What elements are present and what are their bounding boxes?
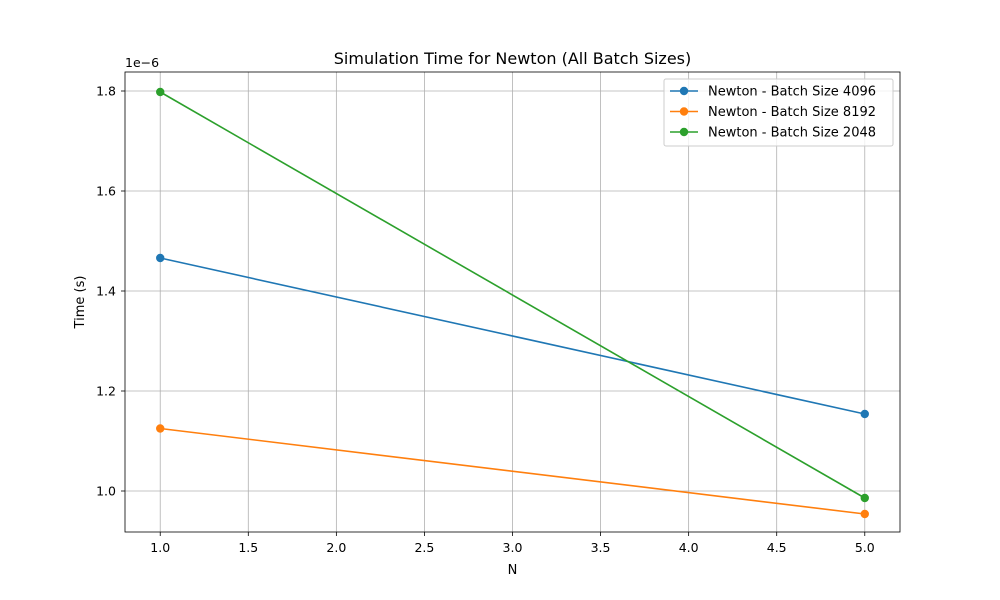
- legend-label-0: Newton - Batch Size 4096: [708, 85, 876, 100]
- legend-marker-0: [679, 86, 689, 96]
- y-tick-label: 1.4: [96, 284, 116, 299]
- y-tick-label: 1.8: [96, 84, 116, 99]
- y-axis-offset-label: 1e−6: [125, 55, 159, 70]
- legend-marker-1: [679, 107, 689, 116]
- series-line-1: [160, 427, 865, 515]
- data-point: [156, 87, 165, 97]
- data-point: [860, 509, 869, 519]
- x-tick-label: 4.5: [767, 540, 787, 555]
- x-tick-label: 3.5: [591, 540, 611, 555]
- series-layer: [156, 87, 869, 519]
- axis-ticks: 1.0 1.5 2.0 2.5 3.0 3.5 4.0 4.5 5.0 1.0 1.2 1.4 1.6 1…: [96, 84, 875, 556]
- chart-title: Simulation Time for Newton (All Batch Si…: [334, 49, 692, 68]
- x-axis-label: N: [508, 563, 518, 578]
- legend: Newton - Batch Size 4096 Newton - Batch S…: [663, 78, 894, 147]
- y-axis-label: Time (s): [73, 276, 88, 330]
- legend-label-1: Newton - Batch Size 8192: [708, 105, 876, 120]
- x-tick-label: 1.5: [238, 540, 258, 555]
- x-tick-label: 3.0: [503, 540, 523, 555]
- data-point: [860, 493, 869, 503]
- x-tick-label: 2.5: [414, 540, 434, 555]
- x-tick-label: 5.0: [855, 540, 875, 555]
- y-tick-label: 1.2: [96, 384, 116, 399]
- y-tick-label: 1.0: [96, 484, 116, 499]
- legend-label-2: Newton - Batch Size 2048: [708, 126, 876, 141]
- y-tick-label: 1.6: [96, 184, 116, 199]
- x-tick-label: 2.0: [326, 540, 346, 555]
- series-line-0: [160, 257, 865, 415]
- data-point: [860, 409, 869, 419]
- x-tick-label: 4.0: [679, 540, 699, 555]
- data-point: [156, 424, 165, 433]
- x-tick-label: 1.0: [150, 540, 170, 555]
- legend-frame: [663, 78, 894, 147]
- data-point: [156, 253, 165, 263]
- legend-marker-2: [679, 127, 689, 137]
- grid-lines: [125, 72, 900, 532]
- series-line-2: [159, 91, 866, 499]
